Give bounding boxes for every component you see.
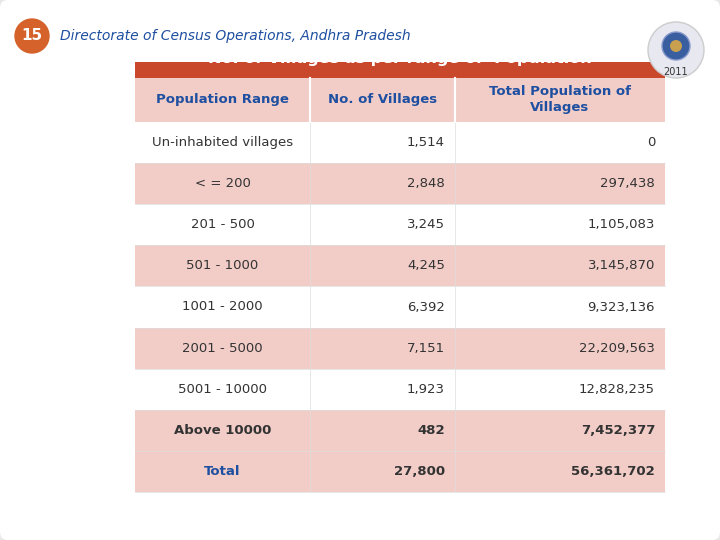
Bar [455, 410, 665, 451]
Bar [455, 245, 665, 286]
Text: 15: 15 [22, 29, 42, 44]
Text: 6,392: 6,392 [407, 300, 445, 314]
Circle shape [15, 19, 49, 53]
Bar [135, 78, 310, 122]
Text: < = 200: < = 200 [194, 177, 251, 190]
Bar [455, 369, 665, 410]
Bar [455, 78, 665, 122]
Bar [135, 40, 665, 492]
Text: Above 10000: Above 10000 [174, 424, 271, 437]
Text: 1,923: 1,923 [407, 383, 445, 396]
Text: 1001 - 2000: 1001 - 2000 [182, 300, 263, 314]
Bar [8, 5, 712, 62]
Bar [455, 451, 665, 492]
Bar [135, 40, 665, 78]
Text: 9,323,136: 9,323,136 [588, 300, 655, 314]
Bar [135, 451, 310, 492]
Bar [135, 369, 310, 410]
Text: 3,245: 3,245 [407, 218, 445, 231]
Bar [135, 328, 310, 369]
Bar [135, 204, 310, 245]
Bar [135, 122, 310, 163]
Bar [310, 451, 455, 492]
Circle shape [662, 32, 690, 60]
Bar [310, 122, 455, 163]
Text: Population Range: Population Range [156, 93, 289, 106]
Text: No. of Villages: No. of Villages [328, 93, 437, 106]
Circle shape [670, 40, 682, 52]
Text: 1,105,083: 1,105,083 [588, 218, 655, 231]
Bar [135, 410, 310, 451]
Text: 4,245: 4,245 [407, 259, 445, 272]
Text: 12,828,235: 12,828,235 [579, 383, 655, 396]
Bar [310, 204, 455, 245]
Text: 27,800: 27,800 [394, 465, 445, 478]
Text: No. of Villages as per range of  Population: No. of Villages as per range of Populati… [208, 51, 592, 66]
Text: 482: 482 [418, 424, 445, 437]
Bar [310, 369, 455, 410]
Text: 2,848: 2,848 [408, 177, 445, 190]
Text: 7,151: 7,151 [407, 342, 445, 355]
Text: 501 - 1000: 501 - 1000 [186, 259, 258, 272]
Bar [310, 163, 455, 204]
Bar [310, 328, 455, 369]
Bar [135, 245, 310, 286]
Text: 297,438: 297,438 [600, 177, 655, 190]
Text: Directorate of Census Operations, Andhra Pradesh: Directorate of Census Operations, Andhra… [60, 29, 410, 43]
Bar [135, 163, 310, 204]
Bar [455, 286, 665, 328]
Text: 1,514: 1,514 [407, 136, 445, 149]
Text: Un-inhabited villages: Un-inhabited villages [152, 136, 293, 149]
Text: 2011: 2011 [664, 67, 688, 77]
Text: 56,361,702: 56,361,702 [571, 465, 655, 478]
Bar [310, 245, 455, 286]
Text: 2001 - 5000: 2001 - 5000 [182, 342, 263, 355]
Bar [455, 163, 665, 204]
Text: 3,145,870: 3,145,870 [588, 259, 655, 272]
Bar [310, 78, 455, 122]
Bar [310, 410, 455, 451]
Bar [135, 286, 310, 328]
Text: 0: 0 [647, 136, 655, 149]
Text: 201 - 500: 201 - 500 [191, 218, 254, 231]
Text: 7,452,377: 7,452,377 [580, 424, 655, 437]
Bar [310, 286, 455, 328]
Bar [455, 122, 665, 163]
Text: Total Population of
Villages: Total Population of Villages [489, 85, 631, 114]
Circle shape [648, 22, 704, 78]
Text: 5001 - 10000: 5001 - 10000 [178, 383, 267, 396]
Text: 22,209,563: 22,209,563 [579, 342, 655, 355]
Bar [455, 328, 665, 369]
Bar [455, 204, 665, 245]
Text: Total: Total [204, 465, 240, 478]
